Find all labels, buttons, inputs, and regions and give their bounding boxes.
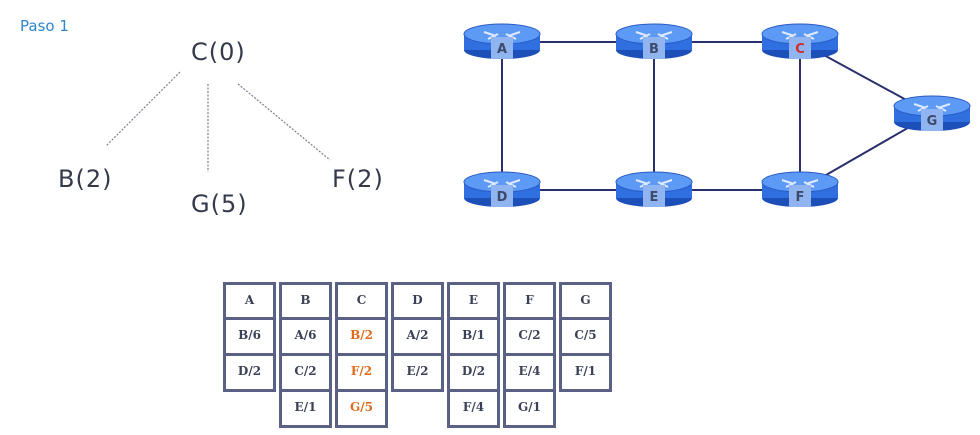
table-header: F <box>525 293 534 307</box>
table-entry: B/2 <box>338 317 385 353</box>
router-label-b: B <box>649 42 659 57</box>
tree-root: C(0) <box>191 38 246 66</box>
table-column-e: E B/1 D/2 F/4 <box>447 282 500 428</box>
tree-node-b: B(2) <box>58 165 113 193</box>
table-header: B <box>300 293 311 307</box>
table-entry: D/2 <box>450 353 497 389</box>
router-e: E <box>615 171 693 207</box>
table-header: G <box>580 293 591 307</box>
table-entry: G/1 <box>506 389 553 425</box>
table-column-d: D A/2 E/2 <box>391 282 444 392</box>
table-entry: B/1 <box>450 317 497 353</box>
table-entry: D/2 <box>226 353 273 389</box>
table-column-b: B A/6 C/2 E/1 <box>279 282 332 428</box>
table-header: A <box>244 293 255 307</box>
network-topology: A B C G D E F <box>463 23 971 207</box>
table-header: E <box>468 293 479 307</box>
router-label-d: D <box>497 190 508 205</box>
table-column-c: C B/2 F/2 G/5 <box>335 282 388 428</box>
router-f: F <box>761 171 839 207</box>
table-entry: F/1 <box>562 353 609 389</box>
table-entry: C/5 <box>562 317 609 353</box>
table-entry: C/2 <box>282 353 329 389</box>
tree-edge-c-f <box>237 83 331 161</box>
table-column-f: F C/2 E/4 G/1 <box>503 282 556 428</box>
table-entry: E/1 <box>282 389 329 425</box>
router-label-e: E <box>650 190 659 205</box>
table-entry: E/2 <box>394 353 441 389</box>
tree-edges <box>105 71 331 172</box>
router-c: C <box>761 23 839 59</box>
table-column-g: G C/5 F/1 <box>559 282 612 392</box>
router-a: A <box>463 23 541 59</box>
router-label-g: G <box>927 114 938 129</box>
table-entry: F/2 <box>338 353 385 389</box>
step-title: Paso 1 <box>20 17 69 35</box>
tree-node-g: G(5) <box>191 190 248 218</box>
table-entry: G/5 <box>338 389 385 425</box>
router-label-c: C <box>795 42 805 57</box>
table-entry: A/6 <box>282 317 329 353</box>
table-entry: E/4 <box>506 353 553 389</box>
table-entry: A/2 <box>394 317 441 353</box>
table-entry: C/2 <box>506 317 553 353</box>
router-d: D <box>463 171 541 207</box>
router-label-f: F <box>796 190 805 205</box>
table-header: D <box>412 293 423 307</box>
table-column-a: A B/6 D/2 <box>223 282 276 392</box>
table-entry: F/4 <box>450 389 497 425</box>
table-header: C <box>356 293 367 307</box>
tree-node-f: F(2) <box>332 165 384 193</box>
router-g: G <box>893 95 971 131</box>
router-b: B <box>615 23 693 59</box>
table-entry: B/6 <box>226 317 273 353</box>
router-label-a: A <box>497 42 507 57</box>
